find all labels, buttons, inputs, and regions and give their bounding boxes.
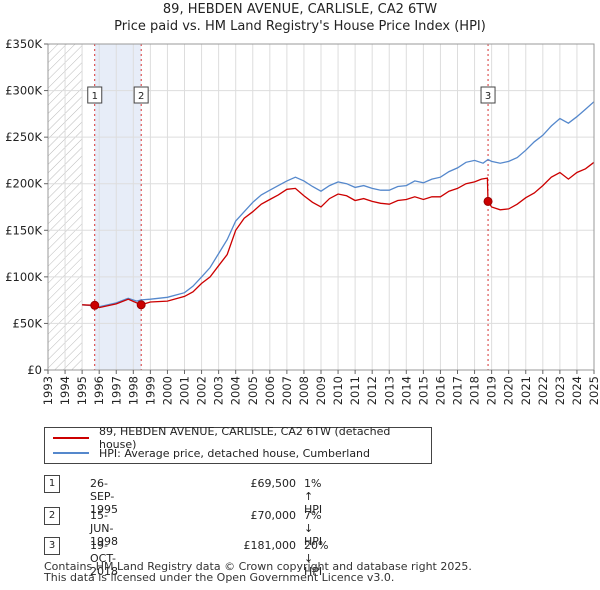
- y-tick-label: £300K: [5, 84, 42, 98]
- x-tick-label: 2009: [314, 376, 328, 405]
- x-tick-label: 1998: [126, 376, 140, 405]
- transaction-number: 3: [44, 537, 60, 555]
- footer-line-1: Contains HM Land Registry data © Crown c…: [44, 560, 472, 573]
- x-tick-label: 2015: [416, 376, 430, 405]
- legend-label-hpi: HPI: Average price, detached house, Cumb…: [99, 446, 371, 460]
- x-tick-label: 2003: [212, 376, 226, 405]
- transaction-number: 1: [44, 475, 60, 493]
- x-tick-label: 1995: [75, 376, 89, 405]
- chart-title-line2: Price paid vs. HM Land Registry's House …: [114, 19, 486, 34]
- x-tick-label: 1993: [41, 376, 55, 405]
- y-tick-label: £200K: [5, 177, 42, 191]
- x-tick-label: 2013: [382, 376, 396, 405]
- x-tick-label: 2001: [178, 376, 192, 405]
- transaction-number: 2: [44, 507, 60, 525]
- y-tick-label: £100K: [5, 270, 42, 284]
- legend-swatch-blue: [53, 452, 89, 454]
- transaction-price: £181,000: [243, 539, 297, 552]
- series-line-property: [82, 161, 595, 309]
- x-tick-label: 2018: [468, 376, 482, 405]
- x-tick-label: 2017: [451, 376, 465, 405]
- legend-entry-hpi: HPI: Average price, detached house, Cumb…: [53, 446, 370, 460]
- x-tick-label: 2012: [365, 376, 379, 405]
- x-tick-label: 2000: [160, 376, 174, 405]
- legend-entry-property: 89, HEBDEN AVENUE, CARLISLE, CA2 6TW (de…: [53, 425, 431, 451]
- x-tick-label: 2007: [280, 376, 294, 405]
- y-tick-label: £0: [27, 363, 42, 377]
- x-tick-label: 2025: [587, 376, 600, 405]
- sale-label-number: 3: [485, 91, 491, 102]
- y-tick-label: £350K: [5, 37, 42, 51]
- transaction-price: £70,000: [250, 509, 297, 522]
- x-tick-label: 2002: [195, 376, 209, 405]
- x-tick-label: 1999: [143, 376, 157, 405]
- x-tick-label: 2008: [297, 376, 311, 405]
- x-tick-label: 2010: [331, 376, 345, 405]
- x-tick-label: 2019: [485, 376, 499, 405]
- x-tick-label: 2006: [263, 376, 277, 405]
- footer-line-2: This data is licensed under the Open Gov…: [44, 571, 395, 584]
- sale-label-box: [87, 86, 103, 104]
- x-tick-label: 2004: [229, 376, 243, 405]
- x-tick-label: 2023: [553, 376, 567, 405]
- x-tick-label: 1997: [109, 376, 123, 405]
- x-tick-label: 1996: [92, 376, 106, 405]
- sale-point: [136, 300, 146, 310]
- legend-swatch-red: [53, 437, 89, 439]
- x-tick-label: 2016: [433, 376, 447, 405]
- x-tick-label: 2011: [348, 376, 362, 405]
- sale-point: [483, 196, 493, 206]
- sale-label-number: 2: [138, 91, 144, 102]
- y-tick-label: £250K: [5, 130, 42, 144]
- transaction-date: 26-SEP-1995: [90, 477, 118, 516]
- legend-label-property: 89, HEBDEN AVENUE, CARLISLE, CA2 6TW (de…: [98, 425, 391, 451]
- x-tick-label: 2020: [502, 376, 516, 405]
- chart-legend: 89, HEBDEN AVENUE, CARLISLE, CA2 6TW (de…: [44, 425, 432, 464]
- transaction-hpi-diff: 1% ↑ HPI: [304, 477, 323, 516]
- sale-label-number: 1: [92, 91, 98, 102]
- transaction-price: £69,500: [250, 477, 297, 490]
- chart-title-line1: 89, HEBDEN AVENUE, CARLISLE, CA2 6TW: [162, 2, 438, 17]
- sale-label-box: [133, 86, 149, 104]
- sale-label-box: [480, 86, 496, 104]
- x-tick-label: 2022: [536, 376, 550, 405]
- sale-point: [90, 300, 100, 310]
- transaction-date: 15-JUN-1998: [90, 509, 118, 548]
- transaction-date: 19-OCT-2018: [90, 539, 118, 578]
- chart-area: 1 2 3 £0 £50K £100K £150K £200K £250K £300K £350K…: [5, 37, 600, 405]
- y-tick-label: £50K: [13, 316, 43, 330]
- x-tick-label: 1994: [58, 376, 72, 405]
- x-tick-label: 2005: [246, 376, 260, 405]
- x-tick-label: 2021: [519, 376, 533, 405]
- series-line-hpi: [82, 101, 595, 308]
- x-tick-label: 2014: [399, 376, 413, 405]
- transaction-hpi-diff: 7% ↓ HPI: [304, 509, 323, 548]
- y-tick-label: £150K: [5, 223, 42, 237]
- x-tick-label: 2024: [570, 376, 584, 405]
- transaction-hpi-diff: 20% ↓ HPI: [304, 539, 329, 578]
- footer-notice: Contains HM Land Registry data © Crown c…: [44, 561, 472, 583]
